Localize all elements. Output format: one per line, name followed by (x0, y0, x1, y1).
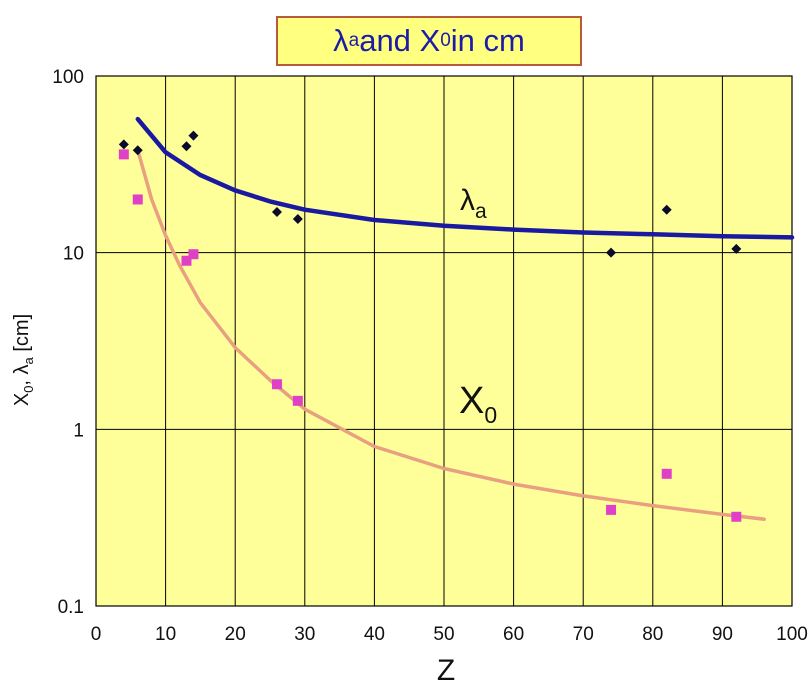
data-point-lambda (188, 130, 199, 141)
fit-curve-lambda (135, 116, 795, 240)
data-point-x0 (118, 149, 129, 160)
y-tick-label: 10 (63, 244, 84, 265)
data-point-lambda (132, 145, 143, 156)
data-points (118, 130, 742, 522)
x-tick-label: 50 (433, 624, 454, 645)
data-point-lambda (271, 206, 282, 217)
x-tick-label: 0 (91, 624, 102, 645)
data-point-x0 (292, 395, 303, 406)
data-point-lambda (118, 139, 129, 150)
data-point-lambda (606, 247, 617, 258)
x-tick-label: 30 (294, 624, 315, 645)
x-tick-label: 80 (642, 624, 663, 645)
x-tick-labels: 0 10 20 30 40 50 60 70 80 90 100 (91, 624, 808, 645)
x-tick-label: 10 (155, 624, 176, 645)
y-tick-label: 100 (52, 67, 84, 88)
data-point-x0 (606, 504, 617, 515)
x-tick-label: 100 (776, 624, 808, 645)
series-label-lambda: λa (460, 184, 487, 223)
data-point-lambda (731, 243, 742, 254)
y-tick-label: 1 (73, 420, 84, 441)
x-axis-label: Z (437, 654, 455, 687)
x-tick-label: 20 (225, 624, 246, 645)
x-tick-label: 70 (573, 624, 594, 645)
data-point-lambda (181, 141, 192, 152)
data-point-lambda (292, 214, 303, 225)
data-point-x0 (731, 511, 742, 522)
data-point-x0 (271, 379, 282, 390)
y-tick-labels: 0.1 1 10 100 (52, 67, 84, 618)
x-tick-label: 90 (712, 624, 733, 645)
x-tick-label: 60 (503, 624, 524, 645)
y-axis-label: X0, λa [cm] (11, 314, 36, 406)
fit-curves (135, 116, 795, 521)
data-point-lambda (661, 204, 672, 215)
data-point-x0 (661, 468, 672, 479)
grid (95, 75, 793, 607)
data-point-x0 (188, 249, 199, 260)
fit-curve-x0 (136, 148, 766, 521)
y-tick-label: 0.1 (58, 597, 84, 618)
data-point-x0 (181, 255, 192, 266)
data-point-x0 (132, 194, 143, 205)
series-label-x0: X0 (459, 380, 497, 428)
x-tick-label: 40 (364, 624, 385, 645)
